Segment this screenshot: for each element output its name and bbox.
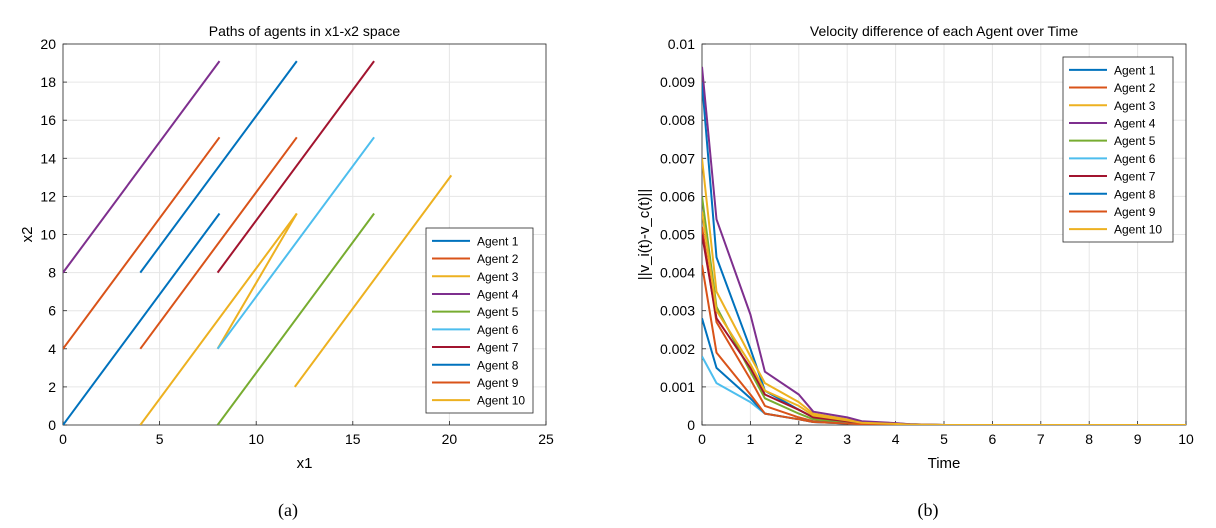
x-tick-label: 5 (156, 431, 164, 447)
series-line-agent-9 (702, 264, 1186, 425)
y-tick-label: 0.002 (660, 341, 695, 357)
y-tick-label: 6 (48, 303, 56, 319)
y-tick-label: 0.007 (660, 150, 695, 166)
y-tick-label: 0.004 (660, 265, 695, 281)
y-tick-label: 10 (40, 227, 56, 243)
series-line-extra (139, 212, 298, 425)
y-tick-label: 0 (687, 417, 695, 433)
x-tick-label: 1 (747, 431, 755, 447)
figure-caption: (b) (918, 500, 939, 521)
legend-label: Agent 4 (477, 287, 519, 301)
x-axis-label: x1 (297, 455, 313, 472)
legend-label: Agent 2 (1114, 81, 1156, 95)
legend-label: Agent 5 (1114, 134, 1156, 148)
y-tick-label: 14 (40, 150, 56, 166)
y-tick-label: 18 (40, 74, 56, 90)
y-tick-label: 0.006 (660, 188, 695, 204)
x-tick-label: 3 (843, 431, 851, 447)
y-axis-label: x2 (19, 227, 36, 243)
legend-label: Agent 9 (477, 376, 519, 390)
x-tick-label: 0 (59, 431, 67, 447)
legend-label: Agent 4 (1114, 116, 1156, 130)
legend-label: Agent 3 (477, 270, 519, 284)
legend-label: Agent 10 (477, 394, 525, 408)
legend-label: Agent 8 (477, 358, 519, 372)
series-line-agent-2 (63, 136, 221, 350)
x-tick-label: 6 (989, 431, 997, 447)
series-line-agent-10 (293, 174, 453, 388)
x-tick-label: 10 (1178, 431, 1194, 447)
y-tick-label: 16 (40, 112, 56, 128)
y-tick-label: 0.001 (660, 379, 695, 395)
series-line-agent-10 (702, 211, 1186, 425)
y-tick-label: 12 (40, 188, 56, 204)
y-tick-label: 8 (48, 265, 56, 281)
y-tick-label: 0.005 (660, 227, 695, 243)
x-tick-label: 8 (1085, 431, 1093, 447)
series-line-agent-4 (702, 66, 1186, 425)
x-tick-label: 15 (345, 431, 361, 447)
series-line-agent-7 (216, 60, 375, 274)
legend-label: Agent 7 (1114, 170, 1156, 184)
x-tick-label: 9 (1134, 431, 1142, 447)
y-tick-label: 2 (48, 379, 56, 395)
chart-b: 0 1 2 3 4 5 6 7 8 9 10 0 0.001 0.002 0.003 0.004 0.005 0.… (636, 23, 1194, 521)
series-line-agent-5 (216, 212, 375, 425)
legend: Agent 1 Agent 2 Agent 3 Agent 4 Agent 5 Agent… (1062, 56, 1174, 243)
y-tick-label: 4 (48, 341, 56, 357)
legend: Agent 1 Agent 2 Agent 3 Agent 4 Agent 5 Agent… (425, 227, 534, 414)
series-group (702, 66, 1186, 425)
x-tick-label: 10 (248, 431, 264, 447)
y-axis-label: ||v_i(t)-v_c(t)|| (636, 189, 653, 280)
x-tick-label: 4 (892, 431, 900, 447)
x-tick-label: 20 (442, 431, 458, 447)
y-tick-label: 0.003 (660, 303, 695, 319)
series-line-agent-6 (216, 136, 375, 350)
series-group (63, 60, 453, 425)
chart-a: 0 5 10 15 20 25 0 2 4 6 8 10 12 14 16 18 20 Paths of agen… (19, 23, 554, 521)
legend-label: Agent 5 (477, 305, 519, 319)
legend-label: Agent 8 (1114, 187, 1156, 201)
series-line-agent-1 (139, 60, 298, 274)
y-tick-label: 0.009 (660, 74, 695, 90)
y-tick-label: 20 (40, 36, 56, 52)
x-axis-label: Time (928, 455, 961, 472)
y-tick-label: 0 (48, 417, 56, 433)
legend-label: Agent 10 (1114, 223, 1162, 237)
legend-label: Agent 9 (1114, 205, 1156, 219)
chart-title: Paths of agents in x1-x2 space (209, 23, 401, 39)
x-tick-label: 7 (1037, 431, 1045, 447)
legend-label: Agent 1 (477, 234, 519, 248)
legend-label: Agent 6 (477, 323, 519, 337)
y-tick-label: 0.008 (660, 112, 695, 128)
series-line-agent-9 (139, 136, 298, 350)
series-line-agent-4 (63, 60, 221, 274)
figure-caption: (a) (278, 500, 298, 521)
chart-title: Velocity difference of each Agent over T… (810, 23, 1078, 39)
x-tick-label: 2 (795, 431, 803, 447)
x-tick-label: 5 (940, 431, 948, 447)
x-tick-label: 0 (698, 431, 706, 447)
legend-label: Agent 3 (1114, 99, 1156, 113)
legend-label: Agent 2 (477, 252, 519, 266)
legend-label: Agent 1 (1114, 63, 1156, 77)
y-tick-label: 0.01 (668, 36, 695, 52)
legend-label: Agent 6 (1114, 152, 1156, 166)
series-line-agent-8 (63, 212, 221, 425)
series-line-agent-3 (216, 212, 298, 350)
x-tick-label: 25 (538, 431, 554, 447)
legend-label: Agent 7 (477, 341, 519, 355)
